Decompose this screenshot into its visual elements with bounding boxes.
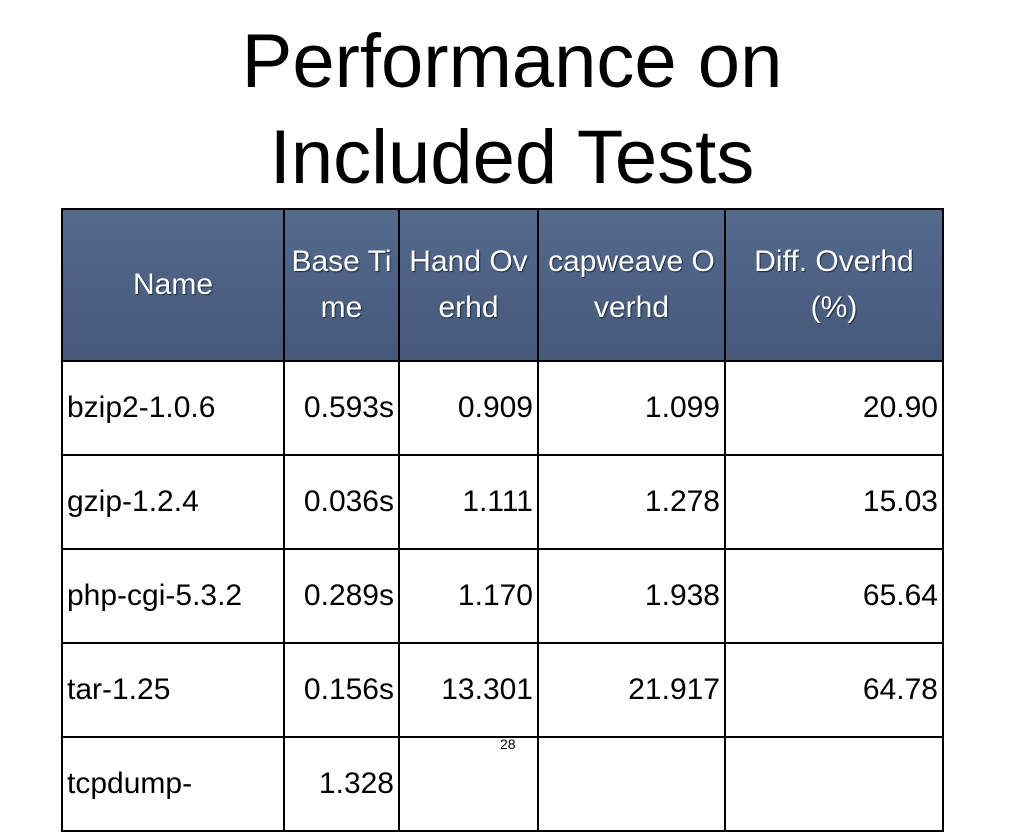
table-cell: 0.036s [283, 454, 400, 550]
table-cell: tcpdump- [61, 736, 285, 832]
page-number: 28 [500, 736, 516, 752]
table-row: tar-1.25 0.156s 13.301 21.917 64.78 [61, 642, 944, 738]
table-cell: 65.64 [724, 548, 944, 644]
table-row: bzip2-1.0.6 0.593s 0.909 1.099 20.90 [61, 360, 944, 456]
table-cell [537, 736, 726, 832]
slide: Performance on Included Tests Name Base T… [0, 14, 1024, 832]
table-cell: 64.78 [724, 642, 944, 738]
table-row: gzip-1.2.4 0.036s 1.111 1.278 15.03 [61, 454, 944, 550]
table-cell: 20.90 [724, 360, 944, 456]
table-cell: 1.099 [537, 360, 726, 456]
column-header: Diff. Overhd (%) [724, 208, 944, 362]
table-cell: 0.289s [283, 548, 400, 644]
column-header: capweave Overhd [537, 208, 726, 362]
table-cell: 15.03 [724, 454, 944, 550]
column-header: Name [61, 208, 285, 362]
column-header: Base Time [283, 208, 400, 362]
table-cell: 13.301 [398, 642, 539, 738]
table-cell: 1.328 [283, 736, 400, 832]
slide-title: Performance on Included Tests [0, 14, 1024, 206]
table-cell: bzip2-1.0.6 [61, 360, 285, 456]
table-body: bzip2-1.0.6 0.593s 0.909 1.099 20.90 gzip-1.2… [61, 360, 944, 832]
table-row: php-cgi-5.3.2 0.289s 1.170 1.938 65.64 [61, 548, 944, 644]
results-table: Name Base Time Hand Overhd capweave Overhd D… [61, 208, 944, 832]
table-cell: php-cgi-5.3.2 [61, 548, 285, 644]
table-cell: 1.111 [398, 454, 539, 550]
table-cell: 0.909 [398, 360, 539, 456]
table-cell: 0.156s [283, 642, 400, 738]
column-header: Hand Overhd [398, 208, 539, 362]
table-cell: 0.593s [283, 360, 400, 456]
table-cell: 21.917 [537, 642, 726, 738]
table-cell [724, 736, 944, 832]
table-cell: tar-1.25 [61, 642, 285, 738]
header-row: Name Base Time Hand Overhd capweave Overhd D… [61, 208, 944, 362]
title-line: Included Tests [269, 115, 755, 200]
table-cell: 1.938 [537, 548, 726, 644]
table-cell [398, 736, 539, 832]
table-cell: gzip-1.2.4 [61, 454, 285, 550]
title-line: Performance on [241, 19, 783, 104]
table-cell: 1.278 [537, 454, 726, 550]
table-cell: 1.170 [398, 548, 539, 644]
